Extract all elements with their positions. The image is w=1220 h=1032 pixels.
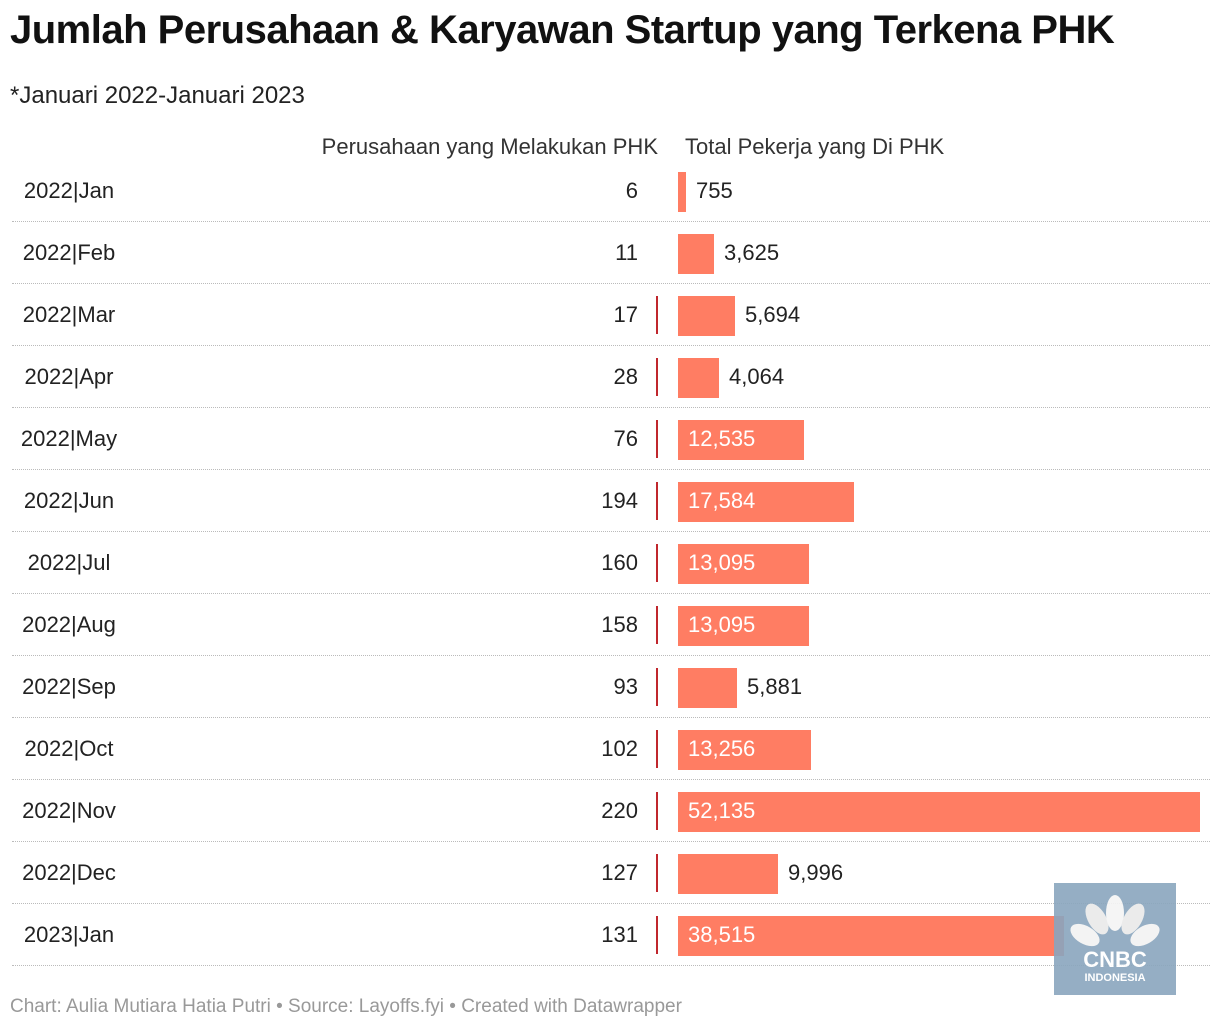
month-label: 2022|Jan xyxy=(23,178,115,203)
table-row: 2022|Feb 11 3,625 xyxy=(0,222,1210,284)
row-separator xyxy=(12,779,1210,780)
month-label: 2022|Jun xyxy=(23,488,115,513)
worker-value-label: 52,135 xyxy=(688,798,756,823)
month-label: 2022|Nov xyxy=(22,798,116,823)
count-marker xyxy=(656,420,658,458)
company-count: 158 xyxy=(601,612,638,637)
company-count: 194 xyxy=(601,488,638,513)
row-separator xyxy=(12,593,1210,594)
worker-bar xyxy=(678,916,1064,956)
count-marker xyxy=(656,916,658,954)
row-separator xyxy=(12,655,1210,656)
count-marker xyxy=(656,668,658,706)
month-label: 2022|Dec xyxy=(22,860,116,885)
row-separator xyxy=(12,965,1210,966)
company-count: 220 xyxy=(601,798,638,823)
row-separator xyxy=(12,283,1210,284)
month-label: 2023|Jan xyxy=(23,922,115,947)
table-row: 2022|Jul 160 13,095 xyxy=(0,532,1210,594)
row-separator xyxy=(12,903,1210,904)
table-row: 2022|Sep 93 5,881 xyxy=(0,656,1210,718)
company-count: 102 xyxy=(601,736,638,761)
worker-bar xyxy=(678,358,719,398)
company-count: 76 xyxy=(613,426,638,451)
worker-value-label: 12,535 xyxy=(688,426,756,451)
worker-bar xyxy=(678,296,735,336)
column-header-workers: Total Pekerja yang Di PHK xyxy=(685,134,945,159)
count-marker xyxy=(656,544,658,582)
worker-value-label: 13,256 xyxy=(688,736,756,761)
table-row: 2022|Nov 220 52,135 xyxy=(0,780,1210,842)
worker-value-label: 4,064 xyxy=(729,364,785,389)
chart-title: Jumlah Perusahaan & Karyawan Startup yan… xyxy=(10,8,1115,52)
logo-text-indonesia: INDONESIA xyxy=(1084,972,1145,984)
worker-value-label: 3,625 xyxy=(724,240,780,265)
company-count: 6 xyxy=(625,178,638,203)
count-marker xyxy=(656,296,658,334)
worker-bar xyxy=(678,730,811,770)
worker-bar xyxy=(678,854,778,894)
month-label: 2022|Jul xyxy=(27,550,111,575)
row-separator xyxy=(12,345,1210,346)
count-marker xyxy=(656,792,658,830)
table-row: 2022|May 76 12,535 xyxy=(0,408,1210,470)
row-separator xyxy=(12,717,1210,718)
table-row: 2022|Aug 158 13,095 xyxy=(0,594,1210,656)
month-label: 2022|May xyxy=(20,426,118,451)
company-count: 11 xyxy=(615,240,638,265)
worker-bar xyxy=(678,544,809,584)
worker-value-label: 17,584 xyxy=(688,488,756,513)
row-separator xyxy=(12,221,1210,222)
table-row: 2022|Mar 17 5,694 xyxy=(0,284,1210,346)
worker-value-label: 5,881 xyxy=(747,674,803,699)
company-count: 17 xyxy=(613,302,638,327)
logo-text-cnbc: CNBC xyxy=(1083,947,1147,972)
worker-bar xyxy=(678,420,804,460)
worker-value-label: 13,095 xyxy=(688,550,756,575)
row-separator xyxy=(12,531,1210,532)
column-header-companies: Perusahaan yang Melakukan PHK xyxy=(321,134,658,159)
table-row: 2022|Jan 6 755 xyxy=(0,160,1210,222)
worker-bar xyxy=(678,234,714,274)
row-separator xyxy=(12,407,1210,408)
worker-bar xyxy=(678,172,686,212)
company-count: 93 xyxy=(613,674,638,699)
month-label: 2022|Mar xyxy=(22,302,116,327)
table-row: 2022|Oct 102 13,256 xyxy=(0,718,1210,780)
count-marker xyxy=(656,606,658,644)
table-row: 2022|Dec 127 9,996 xyxy=(0,842,1210,904)
worker-value-label: 9,996 xyxy=(788,860,844,885)
count-marker xyxy=(656,854,658,892)
peacock-icon: CNBC INDONESIA xyxy=(1070,895,1160,984)
worker-value-label: 13,095 xyxy=(688,612,756,637)
company-count: 131 xyxy=(601,922,638,947)
company-count: 127 xyxy=(601,860,638,885)
worker-bar xyxy=(678,792,1200,832)
month-label: 2022|Sep xyxy=(22,674,116,699)
worker-bar xyxy=(678,668,737,708)
table-row: 2023|Jan 131 38,515 xyxy=(0,904,1210,966)
table-row: 2022|Apr 28 4,064 xyxy=(0,346,1210,408)
cnbc-indonesia-logo: CNBC INDONESIA xyxy=(1054,883,1176,995)
count-marker xyxy=(656,730,658,768)
month-label: 2022|Apr xyxy=(24,364,114,389)
count-marker xyxy=(656,482,658,520)
row-separator xyxy=(12,841,1210,842)
worker-value-label: 5,694 xyxy=(745,302,801,327)
month-label: 2022|Oct xyxy=(24,736,114,761)
worker-bar xyxy=(678,482,854,522)
company-count: 160 xyxy=(601,550,638,575)
table-row: 2022|Jun 194 17,584 xyxy=(0,470,1210,532)
chart-footer: Chart: Aulia Mutiara Hatia Putri • Sourc… xyxy=(10,996,682,1017)
worker-value-label: 755 xyxy=(696,178,733,203)
row-separator xyxy=(12,469,1210,470)
count-marker xyxy=(656,358,658,396)
company-count: 28 xyxy=(613,364,638,389)
worker-value-label: 38,515 xyxy=(688,922,756,947)
month-label: 2022|Aug xyxy=(22,612,116,637)
worker-bar xyxy=(678,606,809,646)
chart-subtitle: *Januari 2022-Januari 2023 xyxy=(10,82,305,109)
month-label: 2022|Feb xyxy=(22,240,116,265)
